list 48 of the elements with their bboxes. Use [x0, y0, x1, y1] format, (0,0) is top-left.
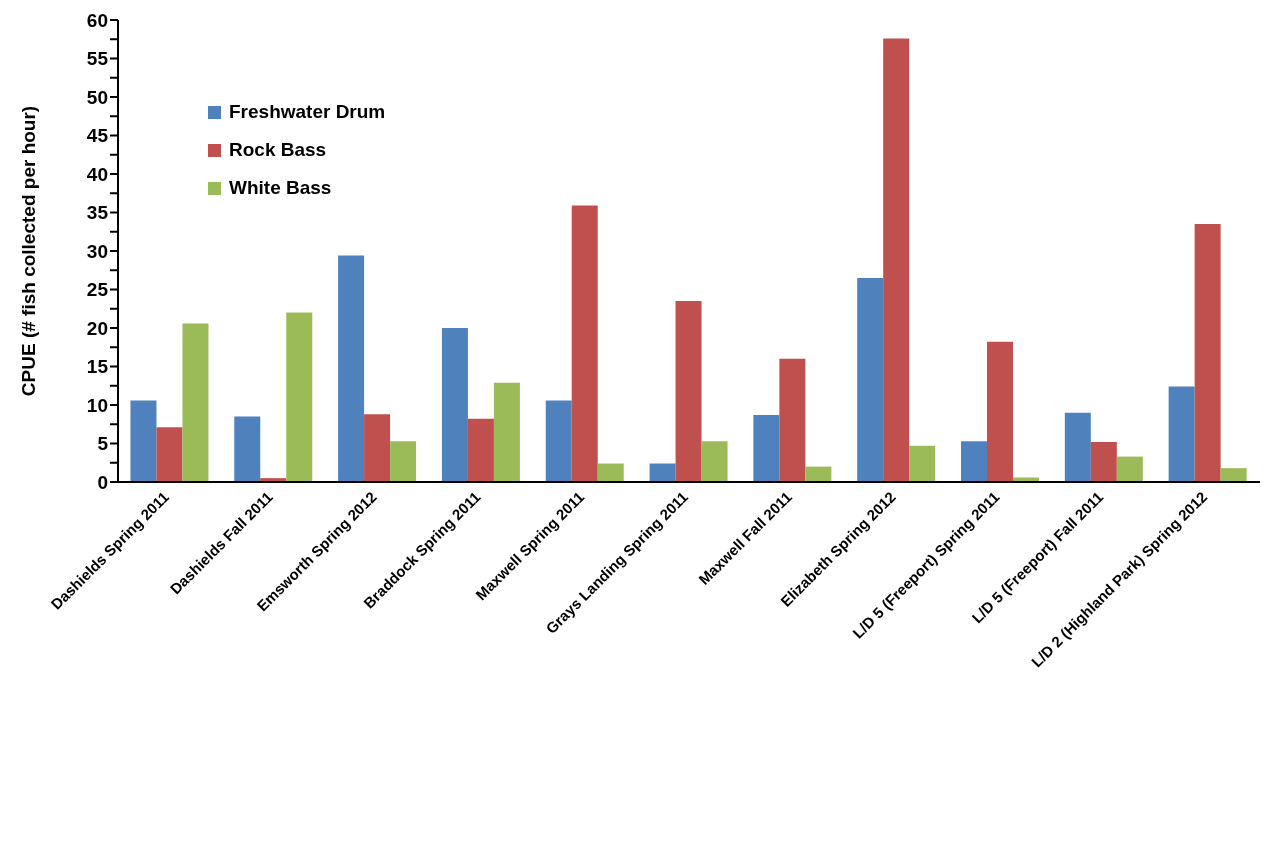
- bar: [545, 400, 572, 482]
- y-tick-label: 35: [86, 202, 109, 224]
- bar: [1090, 441, 1117, 482]
- bar: [441, 328, 468, 482]
- y-tick-label: 0: [97, 471, 108, 493]
- bar: [961, 441, 987, 482]
- bar: [883, 38, 910, 482]
- bar: [390, 441, 417, 482]
- bar: [805, 466, 832, 482]
- bar: [675, 301, 702, 482]
- legend-label: Freshwater Drum: [229, 101, 386, 123]
- bar: [857, 277, 884, 482]
- bar: [156, 427, 183, 482]
- bar: [701, 441, 728, 482]
- y-tick-label: 45: [86, 125, 109, 147]
- legend-label: Rock Bass: [229, 139, 327, 161]
- y-tick-label: 10: [86, 394, 108, 416]
- y-tick-label: 60: [86, 9, 108, 31]
- bar: [182, 323, 209, 482]
- y-tick-label: 50: [86, 86, 108, 108]
- y-tick-label: 5: [97, 433, 109, 455]
- bar: [779, 358, 806, 482]
- bar: [1220, 468, 1247, 482]
- bar: [597, 463, 624, 482]
- bar: [987, 341, 1013, 482]
- bar: [467, 418, 494, 482]
- bar: [649, 463, 676, 482]
- bar: [130, 400, 157, 482]
- y-tick-label: 40: [86, 163, 108, 185]
- bar: [364, 414, 391, 482]
- bar: [1168, 386, 1195, 482]
- y-tick-label: 25: [86, 279, 109, 301]
- legend-label: White Bass: [229, 177, 332, 199]
- bar: [1064, 412, 1091, 482]
- y-axis-title: CPUE (# fish collected per hour): [17, 105, 39, 397]
- y-tick-label: 20: [86, 317, 108, 339]
- bar: [286, 312, 313, 482]
- y-tick-label: 55: [86, 48, 109, 70]
- bar: [234, 416, 261, 482]
- bar: [753, 415, 780, 482]
- bar: [338, 255, 365, 482]
- bar: [571, 205, 598, 482]
- bar: [909, 445, 936, 482]
- bar: [1194, 224, 1221, 482]
- bar: [1116, 456, 1143, 482]
- y-tick-label: 15: [86, 356, 109, 378]
- bar: [493, 382, 520, 482]
- y-tick-label: 30: [86, 240, 108, 262]
